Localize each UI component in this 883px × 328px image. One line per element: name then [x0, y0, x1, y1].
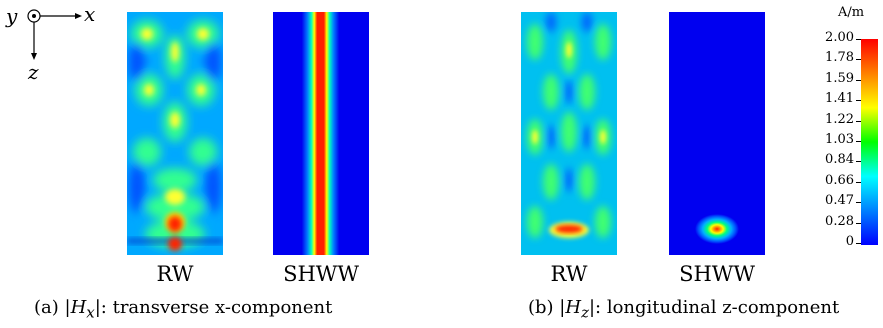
panel-b-caption: (b) |Hz|: longitudinal z-component — [528, 297, 840, 322]
panel-b-rw-label: RW — [550, 262, 588, 286]
colorbar-tick-mark — [856, 243, 861, 244]
axis-arrows — [27, 9, 82, 60]
shww-hz-field-map — [669, 12, 765, 255]
colorbar-tick-label: 1.59 — [825, 70, 854, 86]
colorbar-tick-label: 0 — [845, 234, 854, 249]
colorbar-tick-label: 1.41 — [825, 91, 854, 107]
colorbar-tick-mark — [856, 79, 861, 81]
colorbar-tick-label: 0.28 — [825, 213, 854, 229]
rw-hx-field-map — [127, 12, 223, 255]
colorbar-tick-mark — [856, 100, 861, 102]
colorbar-unit: A/m — [838, 5, 865, 20]
colorbar-tick-label: 1.22 — [825, 111, 854, 127]
shww-hx-field-map — [273, 12, 369, 255]
colorbar-tick-label: 0.66 — [825, 172, 854, 188]
colorbar-tick-label: 0.84 — [825, 152, 854, 168]
rw-hz-field-map — [521, 12, 617, 255]
panel-a-shww-label: SHWW — [283, 262, 359, 286]
colorbar-tick-label: 2.00 — [825, 30, 854, 45]
panel-a-caption: (a) |Hx|: transverse x-component — [34, 297, 333, 322]
x-axis-label: x — [84, 2, 96, 26]
colorbar-tick-mark — [856, 181, 861, 183]
z-axis-label: z — [28, 60, 39, 84]
panel-a-rw-label: RW — [156, 262, 194, 286]
colorbar-gradient — [861, 39, 878, 245]
colorbar-tick-mark — [856, 222, 861, 224]
colorbar-tick-mark — [856, 59, 861, 61]
colorbar-tick-label: 1.03 — [825, 132, 854, 147]
colorbar-tick-mark — [856, 202, 861, 204]
colorbar-tick-mark — [856, 161, 861, 163]
colorbar-tick-label: 0.47 — [825, 193, 854, 209]
colorbar-tick-label: 1.78 — [825, 50, 854, 66]
y-axis-label: y — [6, 4, 18, 28]
panel-b-shww-label: SHWW — [679, 262, 755, 286]
colorbar-tick-mark — [856, 120, 861, 122]
colorbar-tick-mark — [856, 141, 861, 142]
colorbar-tick-mark — [856, 39, 861, 40]
